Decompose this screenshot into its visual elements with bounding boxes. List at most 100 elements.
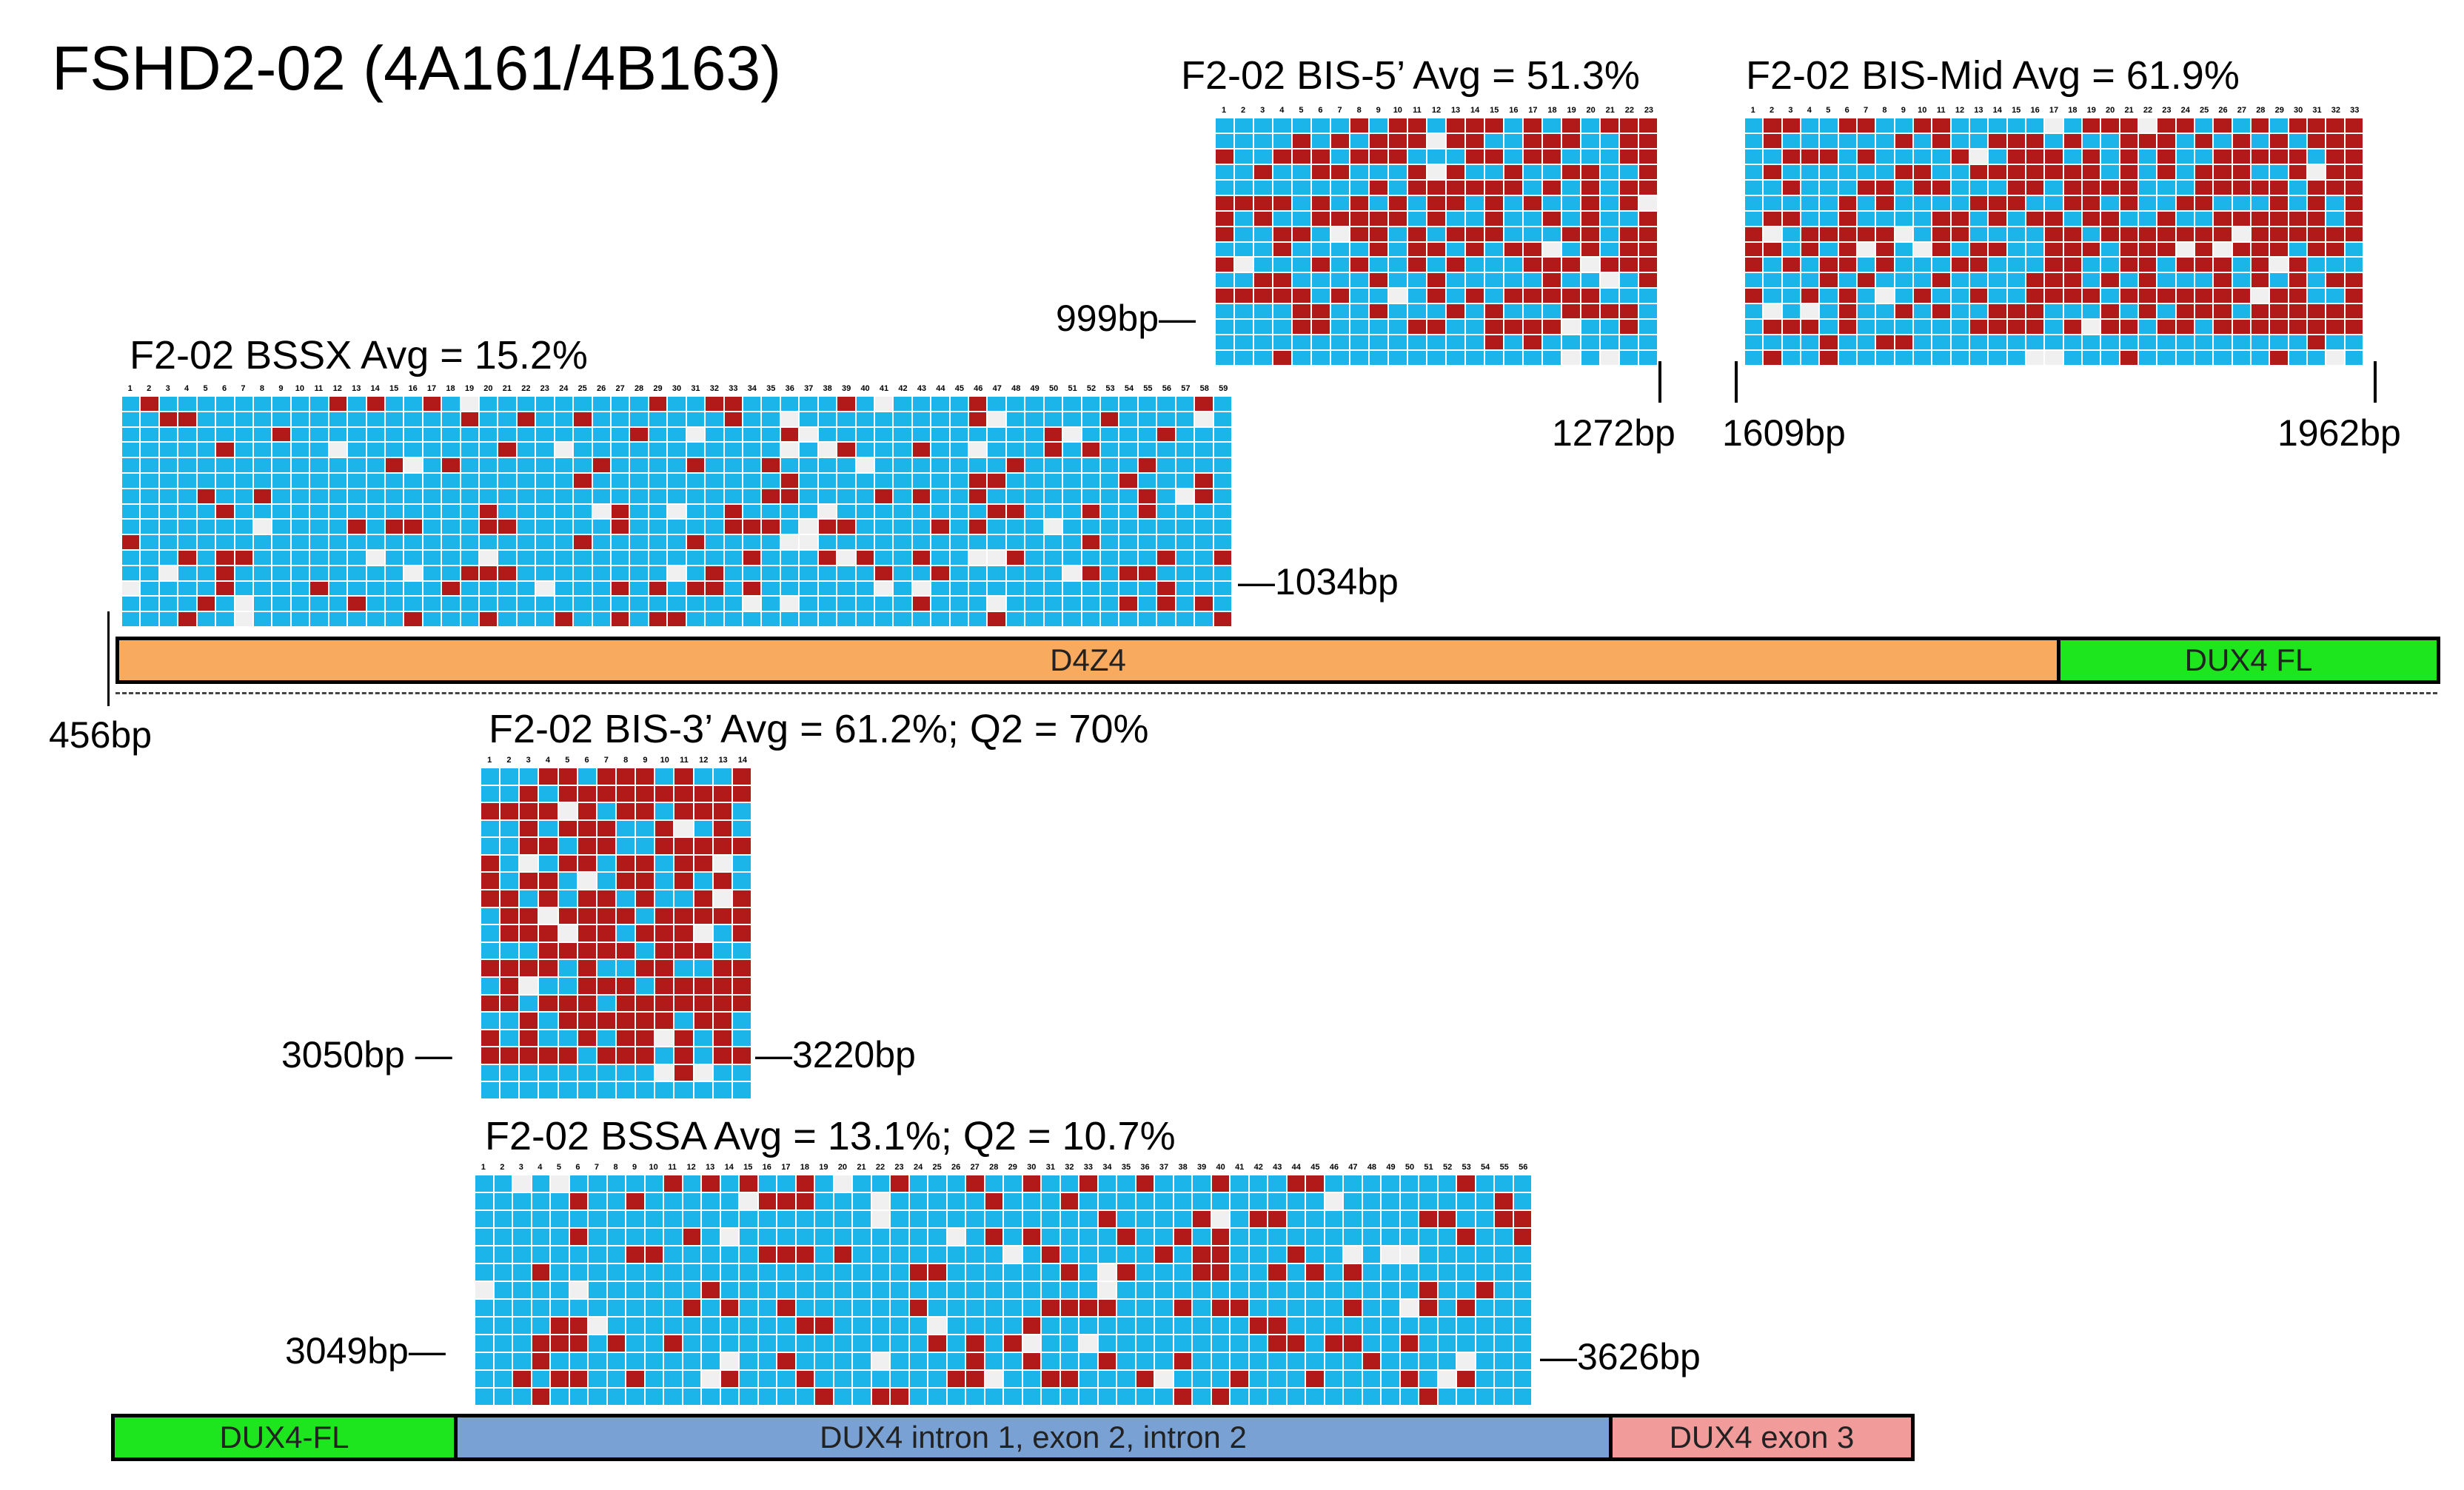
cpg-cell: [2139, 304, 2157, 319]
cpg-cell: [555, 443, 573, 457]
column-number: 15: [389, 384, 399, 393]
cpg-cell: [2308, 273, 2326, 288]
cpg-cell: [645, 1175, 663, 1192]
cpg-cell: [141, 473, 158, 488]
column-number: 24: [559, 384, 569, 393]
cpg-cell: [235, 443, 252, 457]
cpg-cell: [578, 995, 596, 1012]
cpg-cell: [645, 1371, 663, 1387]
cpg-cell: [1157, 443, 1175, 457]
cpg-cell: [668, 427, 686, 442]
cpg-cell: [630, 397, 648, 411]
cpg-cell: [1006, 458, 1025, 472]
cpg-cell: [720, 1335, 738, 1352]
cpg-cell: [966, 1353, 984, 1369]
cpg-cell: [1211, 1211, 1229, 1227]
cpg-cell: [1989, 273, 2006, 288]
column-number: 48: [1011, 384, 1021, 393]
cpg-cell: [569, 1211, 587, 1227]
cpg-cell: [404, 443, 422, 457]
cpg-cell: [494, 1264, 512, 1281]
cpg-cell: [1101, 566, 1119, 580]
cpg-cell: [1601, 242, 1618, 257]
cpg-cell: [2101, 289, 2119, 303]
cpg-cell: [2308, 351, 2326, 365]
cpg-cell: [178, 397, 196, 411]
cpg-cell: [1382, 1246, 1399, 1263]
cpg-cell: [1801, 304, 1819, 319]
cpg-cell: [1155, 1246, 1173, 1263]
cpg-cell: [1639, 273, 1657, 288]
column-number: 2: [1770, 106, 1775, 115]
cpg-cell: [536, 566, 554, 580]
cpg-cell: [520, 1047, 538, 1064]
cpg-cell: [853, 1335, 871, 1352]
cpg-cell: [1504, 180, 1522, 195]
cpg-cell: [423, 458, 441, 472]
cpg-cell: [686, 427, 705, 442]
column-number: 6: [1318, 106, 1323, 115]
cpg-cell: [706, 458, 723, 472]
cpg-cell: [513, 1211, 531, 1227]
cpg-cell: [1524, 351, 1541, 365]
cpg-cell: [385, 397, 404, 411]
dux4-fl-label: DUX4 FL: [2184, 642, 2313, 677]
column-number: 20: [483, 384, 493, 393]
cpg-cell: [988, 612, 1005, 626]
cpg-cell: [555, 550, 573, 565]
cpg-cell: [732, 803, 751, 819]
cpg-cell: [1350, 195, 1368, 210]
cpg-cell: [706, 397, 723, 411]
cpg-cell: [740, 1371, 757, 1387]
cpg-cell: [366, 504, 384, 519]
cpg-cell: [569, 1389, 587, 1405]
cpg-cell: [630, 443, 648, 457]
cpg-cell: [636, 855, 654, 872]
cpg-cell: [1447, 258, 1464, 272]
cpg-cell: [780, 412, 799, 426]
cpg-cell: [513, 1193, 531, 1209]
cpg-cell: [1466, 118, 1484, 132]
cpg-cell: [947, 1318, 965, 1334]
cpg-cell: [1157, 581, 1175, 596]
cpg-cell: [966, 1389, 984, 1405]
cpg-cell: [1155, 1264, 1173, 1281]
cpg-cell: [2139, 351, 2157, 365]
cpg-cell: [1858, 164, 1875, 179]
cpg-cell: [664, 1282, 682, 1298]
cpg-cell: [645, 1353, 663, 1369]
cpg-cell: [1174, 1353, 1191, 1369]
column-number: 37: [1159, 1163, 1169, 1172]
cpg-cell: [1820, 164, 1838, 179]
cpg-cell: [178, 597, 196, 611]
cpg-cell: [2157, 335, 2175, 350]
cpg-cell: [385, 581, 404, 596]
cpg-cell: [1044, 412, 1062, 426]
cpg-cell: [2045, 226, 2063, 241]
cpg-cell: [159, 504, 178, 519]
cpg-cell: [762, 458, 780, 472]
cpg-cell: [2083, 320, 2100, 335]
cpg-cell: [2214, 242, 2232, 257]
cpg-cell: [2026, 351, 2044, 365]
cpg-cell: [1063, 520, 1081, 534]
cpg-cell: [498, 504, 516, 519]
cpg-cell: [702, 1371, 720, 1387]
cpg-cell: [2007, 335, 2025, 350]
column-number: 14: [370, 384, 380, 393]
cpg-cell: [2045, 242, 2063, 257]
cpg-cell: [1858, 133, 1875, 148]
cpg-cell: [668, 473, 686, 488]
cpg-cell: [1331, 133, 1349, 148]
cpg-cell: [1543, 304, 1561, 319]
cpg-cell: [720, 1193, 738, 1209]
cpg-cell: [1524, 242, 1541, 257]
cpg-cell: [874, 520, 893, 534]
cpg-cell: [475, 1300, 493, 1316]
cpg-cell: [2007, 118, 2025, 132]
cpg-cell: [494, 1353, 512, 1369]
cpg-cell: [1138, 566, 1156, 580]
cpg-cell: [532, 1282, 549, 1298]
cpg-cell: [1325, 1389, 1342, 1405]
column-number: 21: [2124, 106, 2134, 115]
